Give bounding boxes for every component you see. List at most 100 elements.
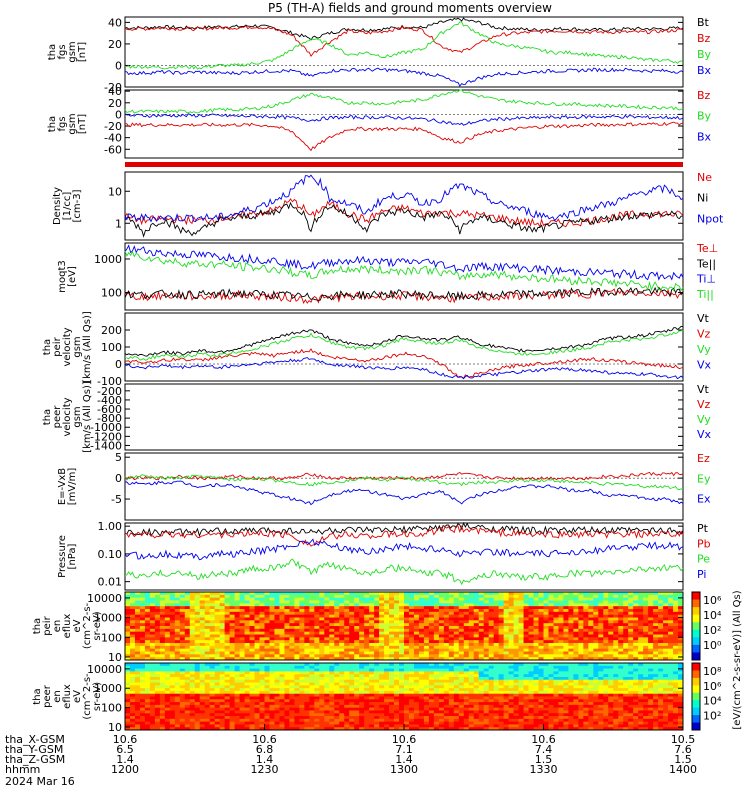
legend-entry: Ni bbox=[697, 192, 708, 205]
ylabel-line: eV bbox=[72, 690, 83, 703]
ylabel-line: en bbox=[52, 620, 63, 633]
colorbar-tick: 10⁸ bbox=[703, 665, 722, 678]
ytick-label: 0 bbox=[115, 472, 122, 485]
xaxis-value: 7.4 bbox=[535, 743, 553, 756]
xaxis-row-label: tha_Y-GSM bbox=[5, 743, 63, 756]
ytick-label: -1400 bbox=[90, 439, 122, 452]
ylabel-line: gsm bbox=[72, 336, 83, 357]
panel-frame bbox=[124, 16, 684, 88]
ytick-label: 10 bbox=[108, 185, 122, 198]
ytick-label: 1000 bbox=[94, 682, 122, 695]
ytick-label: -400 bbox=[97, 394, 122, 407]
series-line-Ni bbox=[124, 201, 684, 238]
ylabel-line: tha bbox=[42, 339, 53, 355]
legend-entry: Ey bbox=[697, 472, 711, 485]
ytick-label: 10000 bbox=[87, 592, 122, 605]
legend-entry: Pt bbox=[697, 522, 709, 535]
ytick-label: -200 bbox=[97, 385, 122, 398]
ytick-label: 20 bbox=[108, 97, 122, 110]
legend-entry: Vt bbox=[697, 383, 710, 396]
series-line-Ey bbox=[124, 474, 684, 491]
series-line-Vy bbox=[124, 329, 684, 361]
ytick-label: -1000 bbox=[90, 421, 122, 434]
panel-temperature: 1000 100 moqt3 [eV] Te⊥ Te|| Ti⊥ Ti|| bbox=[57, 242, 718, 311]
xaxis-value: 1.4 bbox=[256, 753, 274, 766]
legend-entry: Vy bbox=[697, 413, 711, 426]
mode-bar bbox=[125, 162, 683, 167]
xaxis-value: 6.5 bbox=[116, 743, 134, 756]
ytick-label: 1000 bbox=[94, 612, 122, 625]
ylabel-line: tha bbox=[42, 409, 53, 425]
xaxis-value: 1330 bbox=[530, 763, 558, 776]
colorbar-swatch bbox=[692, 614, 700, 623]
series-line-Vt bbox=[124, 325, 684, 357]
ytick-label: -40 bbox=[104, 132, 122, 145]
ytick-label: -5 bbox=[111, 493, 122, 506]
panel-frame bbox=[124, 383, 684, 451]
ytick-label: 10000 bbox=[87, 663, 122, 676]
series-line-Bz bbox=[124, 121, 684, 152]
xaxis-row-label: tha_X-GSM bbox=[5, 733, 65, 746]
ylabel-line: tha bbox=[47, 116, 58, 132]
panel-frame bbox=[124, 171, 684, 241]
ylabel-line: moqt3 bbox=[57, 260, 68, 293]
ylabel-line: peir bbox=[42, 615, 53, 635]
ytick-label: -100 bbox=[97, 375, 122, 388]
colorbar-swatch bbox=[692, 663, 700, 671]
legend-entry: Pi bbox=[697, 568, 706, 581]
legend-entry: By bbox=[697, 48, 712, 61]
series-line-Pt bbox=[124, 521, 684, 538]
series-line-Bx bbox=[124, 113, 684, 126]
legend-entry: Ti⊥ bbox=[696, 273, 716, 286]
ytick-label: 1 bbox=[115, 217, 122, 230]
ytick-label: 5 bbox=[115, 451, 122, 464]
colorbar-tick: 10² bbox=[703, 624, 721, 637]
ylabel-line: sr-eV) bbox=[92, 682, 103, 711]
series-line-Te|| bbox=[124, 286, 684, 301]
colorbar-swatch bbox=[692, 644, 700, 653]
xaxis-value: 6.8 bbox=[256, 743, 274, 756]
xaxis-value: 1.4 bbox=[395, 753, 413, 766]
series-line-Pb bbox=[124, 525, 684, 547]
ytick-label: 100 bbox=[101, 286, 122, 299]
ylabel-line: peir bbox=[52, 336, 63, 356]
xaxis-value: 10.6 bbox=[531, 733, 556, 746]
ylabel-line: sr-eV) bbox=[92, 611, 103, 640]
colorbar-swatch bbox=[692, 692, 700, 701]
legend-entry: Ez bbox=[697, 452, 710, 465]
series-line-Vx bbox=[124, 357, 684, 380]
ylabel-line: (cm^2-s- bbox=[82, 602, 93, 649]
colorbar-swatch bbox=[692, 685, 700, 694]
plot-title: P5 (TH-A) fields and ground moments over… bbox=[268, 1, 552, 15]
series-line-By bbox=[124, 21, 684, 70]
legend-entry: Bx bbox=[697, 64, 712, 77]
panel-velocity-peer: -200-400-600-800-1000-1200-1400 tha peer ve… bbox=[42, 381, 712, 453]
colorbar-swatch bbox=[692, 722, 700, 731]
ylabel-line: [nT] bbox=[77, 42, 88, 62]
xaxis-value: 1400 bbox=[669, 763, 697, 776]
ylabel-line: E=-VxB bbox=[57, 468, 68, 505]
xaxis-value: 10.5 bbox=[671, 733, 696, 746]
series-line-Pe bbox=[124, 558, 684, 586]
colorbar-swatch bbox=[692, 707, 700, 716]
panel-efield: 5 0 -5 E=-VxB [mV/m] Ez Ey Ex bbox=[57, 451, 711, 521]
series-line-Npot bbox=[124, 174, 684, 223]
ytick-label: -20 bbox=[104, 120, 122, 133]
panel-fgs-gsm-1: 40 20 0 -20 tha fgs gsm [nT] Bt Bz By Bx bbox=[47, 16, 712, 94]
ytick-label: 20 bbox=[108, 38, 122, 51]
ylabel-line: Density bbox=[52, 187, 63, 225]
ylabel-line: [mV/m] bbox=[67, 468, 78, 506]
ylabel-line: en bbox=[52, 690, 63, 703]
colorbar-swatch bbox=[692, 622, 700, 631]
panel-frame bbox=[124, 591, 684, 661]
legend-entry: Bt bbox=[697, 16, 710, 29]
ylabel-line: gsm bbox=[67, 113, 78, 134]
series-line-Bx bbox=[124, 67, 684, 87]
xaxis-value: 1.4 bbox=[116, 753, 134, 766]
series-line-Te⊥ bbox=[124, 288, 684, 304]
xaxis-value: 1230 bbox=[251, 763, 279, 776]
xaxis-value: 1200 bbox=[111, 763, 139, 776]
legend-entry: Vx bbox=[697, 359, 712, 372]
ylabel-line: [cm-3] bbox=[72, 189, 83, 222]
